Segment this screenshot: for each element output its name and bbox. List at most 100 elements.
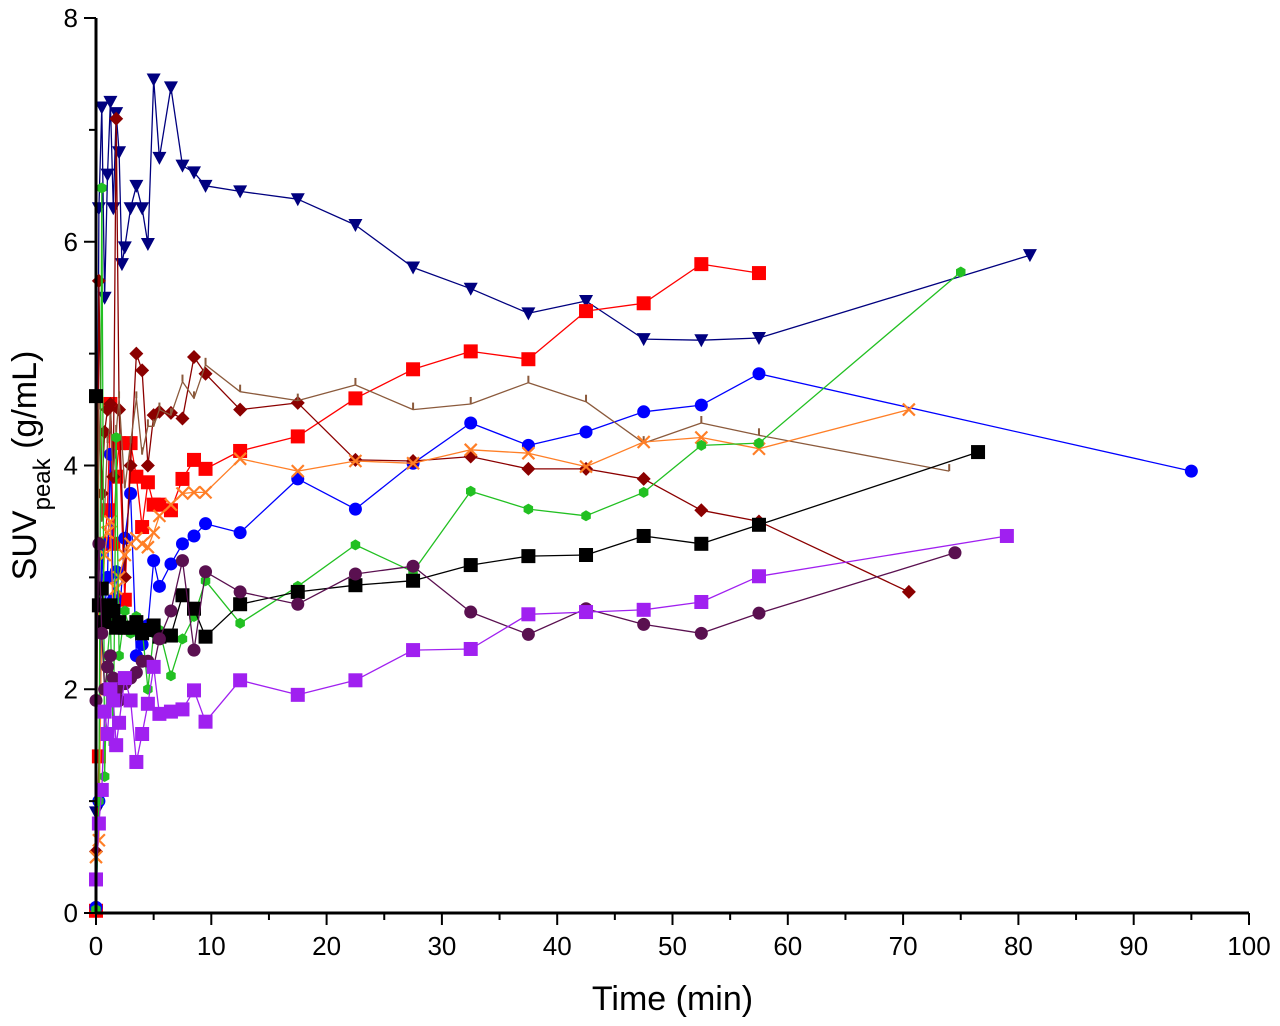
data-point <box>198 366 213 381</box>
data-point <box>152 151 167 165</box>
data-point <box>521 461 536 476</box>
data-point <box>1022 249 1037 263</box>
data-point <box>124 486 138 500</box>
data-point <box>187 166 202 180</box>
data-point <box>106 603 121 618</box>
data-point <box>233 673 248 688</box>
data-point <box>175 159 190 173</box>
x-tick-label: 70 <box>889 931 918 961</box>
data-point <box>103 514 118 529</box>
data-point <box>106 671 120 685</box>
data-point <box>694 536 709 551</box>
data-point <box>187 529 201 543</box>
data-point <box>464 416 478 430</box>
data-point <box>164 604 178 618</box>
x-tick-label: 20 <box>312 931 341 961</box>
data-point <box>463 282 478 296</box>
data-point <box>103 682 118 697</box>
data-point <box>348 578 363 593</box>
data-point <box>187 643 201 657</box>
data-point <box>164 557 178 571</box>
data-point <box>579 459 593 474</box>
data-point <box>118 548 132 562</box>
data-point <box>233 185 248 199</box>
data-point <box>120 605 130 617</box>
data-point <box>290 584 305 599</box>
data-point <box>147 554 161 568</box>
data-point <box>141 540 155 554</box>
data-point <box>152 404 167 419</box>
series-line <box>95 543 956 702</box>
data-point <box>521 352 536 367</box>
data-point <box>92 537 106 551</box>
y-tick-label: 2 <box>64 674 78 704</box>
data-point <box>100 168 115 182</box>
data-point <box>100 727 115 741</box>
data-point <box>579 295 594 309</box>
data-point <box>123 693 138 708</box>
data-point <box>523 503 534 515</box>
data-point <box>135 520 150 535</box>
y-tick-label: 6 <box>64 227 78 257</box>
data-point <box>464 605 478 619</box>
data-point <box>636 296 651 311</box>
data-point <box>752 367 766 381</box>
data-point <box>406 454 421 469</box>
data-point <box>463 641 478 656</box>
data-point <box>637 617 651 631</box>
data-point <box>91 816 106 831</box>
data-point <box>129 615 144 630</box>
series-line <box>95 408 910 858</box>
data-point <box>694 334 709 348</box>
data-point <box>233 402 248 417</box>
data-point <box>198 714 213 729</box>
data-point <box>123 202 138 216</box>
data-point <box>406 559 420 573</box>
y-axis-ticks: 0 2 4 6 8 <box>64 3 96 928</box>
data-point <box>164 497 178 512</box>
data-point <box>187 601 202 616</box>
data-point <box>94 101 109 115</box>
data-point <box>290 193 305 207</box>
data-point <box>175 554 189 568</box>
data-point <box>637 405 651 419</box>
data-point <box>751 517 766 532</box>
data-point <box>233 443 248 458</box>
data-point <box>406 362 421 377</box>
data-point <box>956 266 966 278</box>
data-point <box>117 241 132 255</box>
x-axis-ticks: 0 10 20 30 40 50 60 70 80 90 100 <box>89 913 1271 961</box>
data-point <box>187 485 201 500</box>
series-6 <box>89 402 916 864</box>
data-point <box>233 597 248 612</box>
data-point <box>95 626 109 640</box>
series-7 <box>91 182 966 916</box>
data-point <box>175 702 190 717</box>
y-tick-label: 4 <box>64 451 78 481</box>
series-1 <box>89 73 1037 820</box>
data-point <box>198 629 213 644</box>
data-point <box>187 452 202 467</box>
data-point <box>175 411 190 426</box>
data-point <box>111 432 121 443</box>
data-point <box>198 485 213 500</box>
data-point <box>177 633 188 645</box>
x-tick-label: 60 <box>773 931 802 961</box>
x-tick-label: 40 <box>543 931 572 961</box>
data-point <box>103 396 118 411</box>
data-point <box>152 579 166 593</box>
data-point <box>463 558 478 573</box>
data-point <box>175 486 190 501</box>
data-point <box>521 307 536 321</box>
data-point <box>175 471 190 486</box>
data-point <box>152 632 166 646</box>
x-tick-label: 10 <box>197 931 226 961</box>
data-point <box>290 429 305 444</box>
data-point <box>348 454 363 468</box>
data-point <box>694 430 709 445</box>
data-point <box>694 626 708 640</box>
data-point <box>103 649 117 663</box>
data-point <box>754 437 764 449</box>
data-point <box>636 471 651 486</box>
data-point <box>152 497 167 512</box>
